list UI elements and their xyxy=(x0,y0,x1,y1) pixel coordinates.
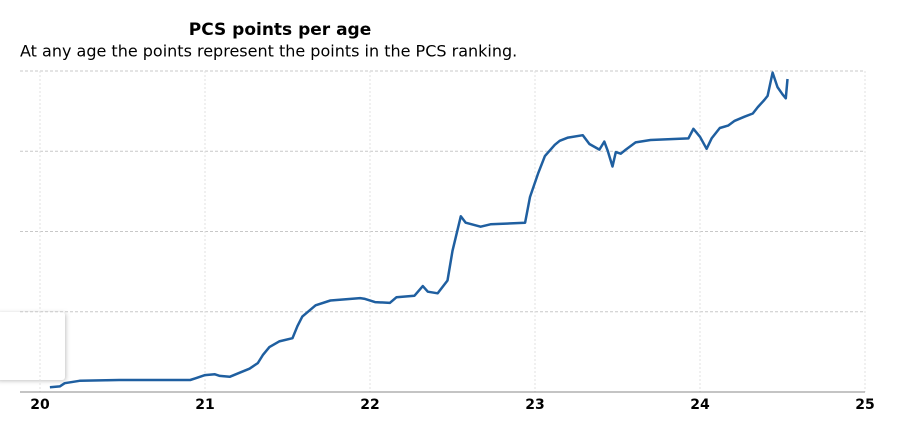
chart-title: PCS points per age xyxy=(189,20,372,40)
x-tick-label: 25 xyxy=(855,397,874,413)
x-tick-label: 20 xyxy=(30,397,50,413)
chart-subtitle: At any age the points represent the poin… xyxy=(20,42,517,61)
x-tick-label: 21 xyxy=(195,397,214,413)
tooltip-box xyxy=(0,312,65,380)
x-tick-label: 22 xyxy=(360,397,379,413)
data-line xyxy=(49,71,789,389)
x-tick-label: 23 xyxy=(525,397,544,413)
x-tick-label: 24 xyxy=(690,397,710,413)
